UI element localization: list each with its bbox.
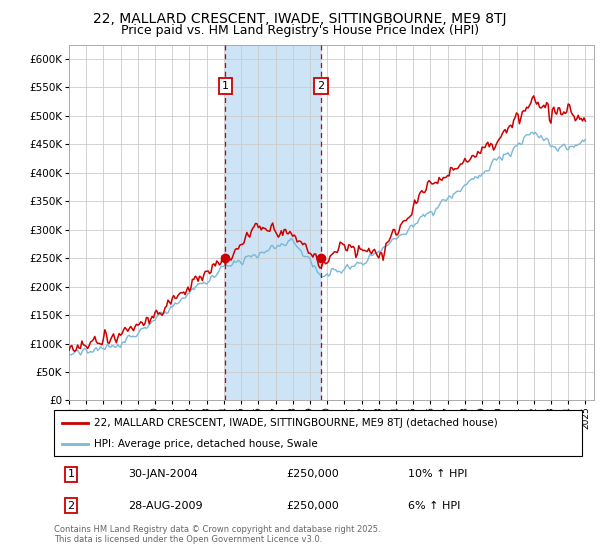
Text: 22, MALLARD CRESCENT, IWADE, SITTINGBOURNE, ME9 8TJ: 22, MALLARD CRESCENT, IWADE, SITTINGBOUR… bbox=[93, 12, 507, 26]
Text: £250,000: £250,000 bbox=[286, 501, 339, 511]
Bar bbox=[225, 45, 321, 400]
Text: 1: 1 bbox=[67, 469, 74, 479]
Text: Price paid vs. HM Land Registry's House Price Index (HPI): Price paid vs. HM Land Registry's House … bbox=[121, 24, 479, 36]
Text: 22, MALLARD CRESCENT, IWADE, SITTINGBOURNE, ME9 8TJ (detached house): 22, MALLARD CRESCENT, IWADE, SITTINGBOUR… bbox=[94, 418, 497, 428]
Text: 1: 1 bbox=[222, 81, 229, 91]
Text: 28-AUG-2009: 28-AUG-2009 bbox=[128, 501, 203, 511]
Text: 2: 2 bbox=[317, 81, 325, 91]
Text: 6% ↑ HPI: 6% ↑ HPI bbox=[408, 501, 460, 511]
Text: 10% ↑ HPI: 10% ↑ HPI bbox=[408, 469, 467, 479]
Text: 30-JAN-2004: 30-JAN-2004 bbox=[128, 469, 198, 479]
Text: £250,000: £250,000 bbox=[286, 469, 339, 479]
Text: HPI: Average price, detached house, Swale: HPI: Average price, detached house, Swal… bbox=[94, 439, 317, 449]
Text: Contains HM Land Registry data © Crown copyright and database right 2025.
This d: Contains HM Land Registry data © Crown c… bbox=[54, 525, 380, 544]
Text: 2: 2 bbox=[67, 501, 74, 511]
